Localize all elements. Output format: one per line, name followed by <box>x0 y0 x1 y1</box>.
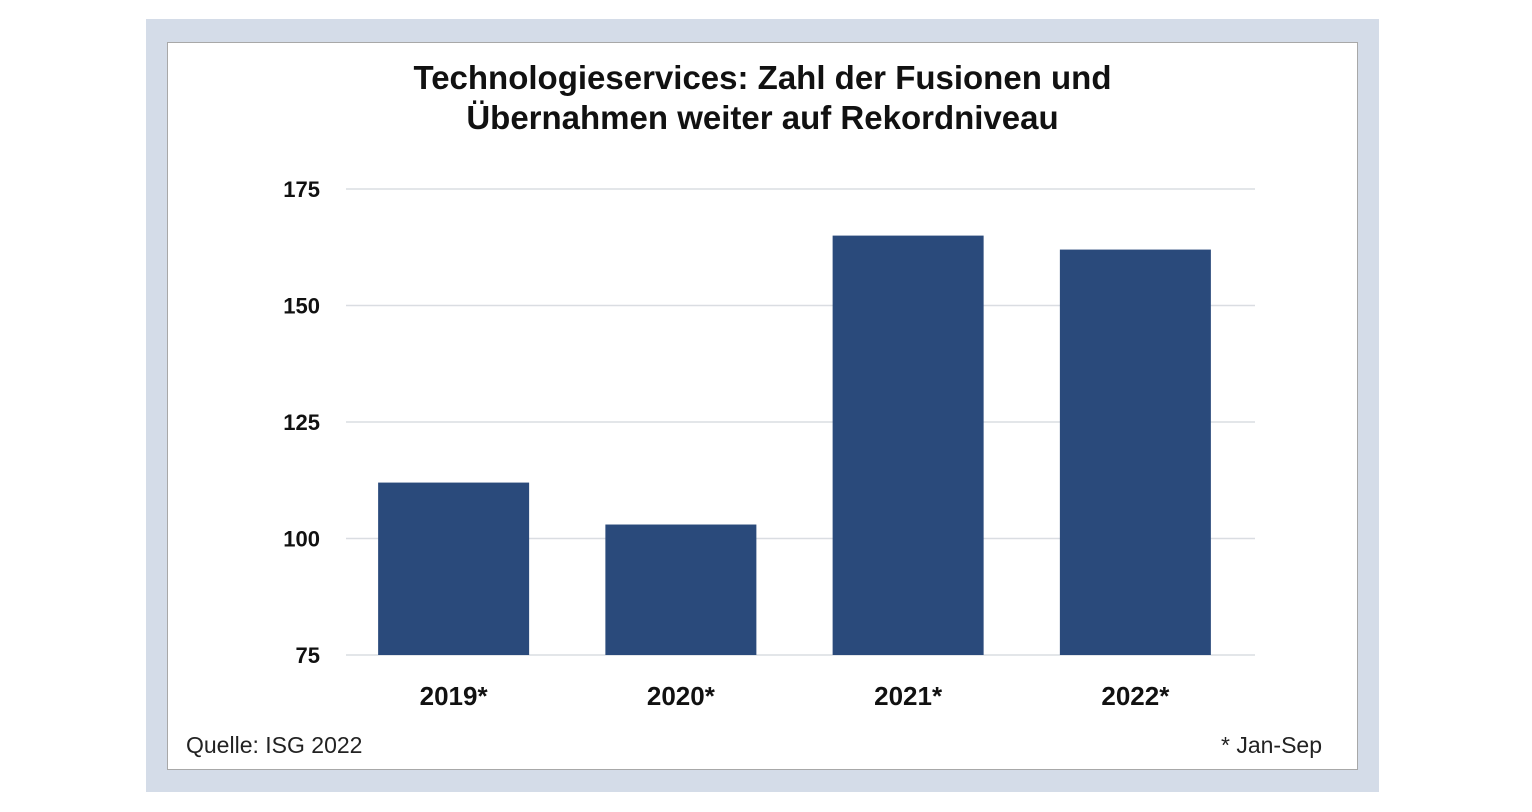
chart-title-line-1: Technologieservices: Zahl der Fusionen u… <box>413 59 1112 96</box>
x-tick-label: 2021* <box>874 681 943 711</box>
bar <box>832 235 984 655</box>
y-tick-label: 100 <box>283 527 320 552</box>
footnote: * Jan-Sep <box>1220 732 1322 758</box>
source-note: Quelle: ISG 2022 <box>186 732 363 758</box>
chart-title-line-2: Übernahmen weiter auf Rekordniveau <box>466 99 1059 136</box>
x-tick-label: 2020* <box>647 681 716 711</box>
bar <box>605 524 757 655</box>
y-tick-label: 125 <box>283 410 320 435</box>
chart-title: Technologieservices: Zahl der Fusionen u… <box>167 58 1358 138</box>
y-tick-label: 175 <box>283 177 320 202</box>
bar <box>1059 249 1211 655</box>
bar <box>378 482 530 655</box>
y-tick-label: 75 <box>296 643 320 668</box>
y-tick-label: 150 <box>283 294 320 319</box>
x-tick-label: 2022* <box>1101 681 1170 711</box>
x-tick-label: 2019* <box>420 681 489 711</box>
